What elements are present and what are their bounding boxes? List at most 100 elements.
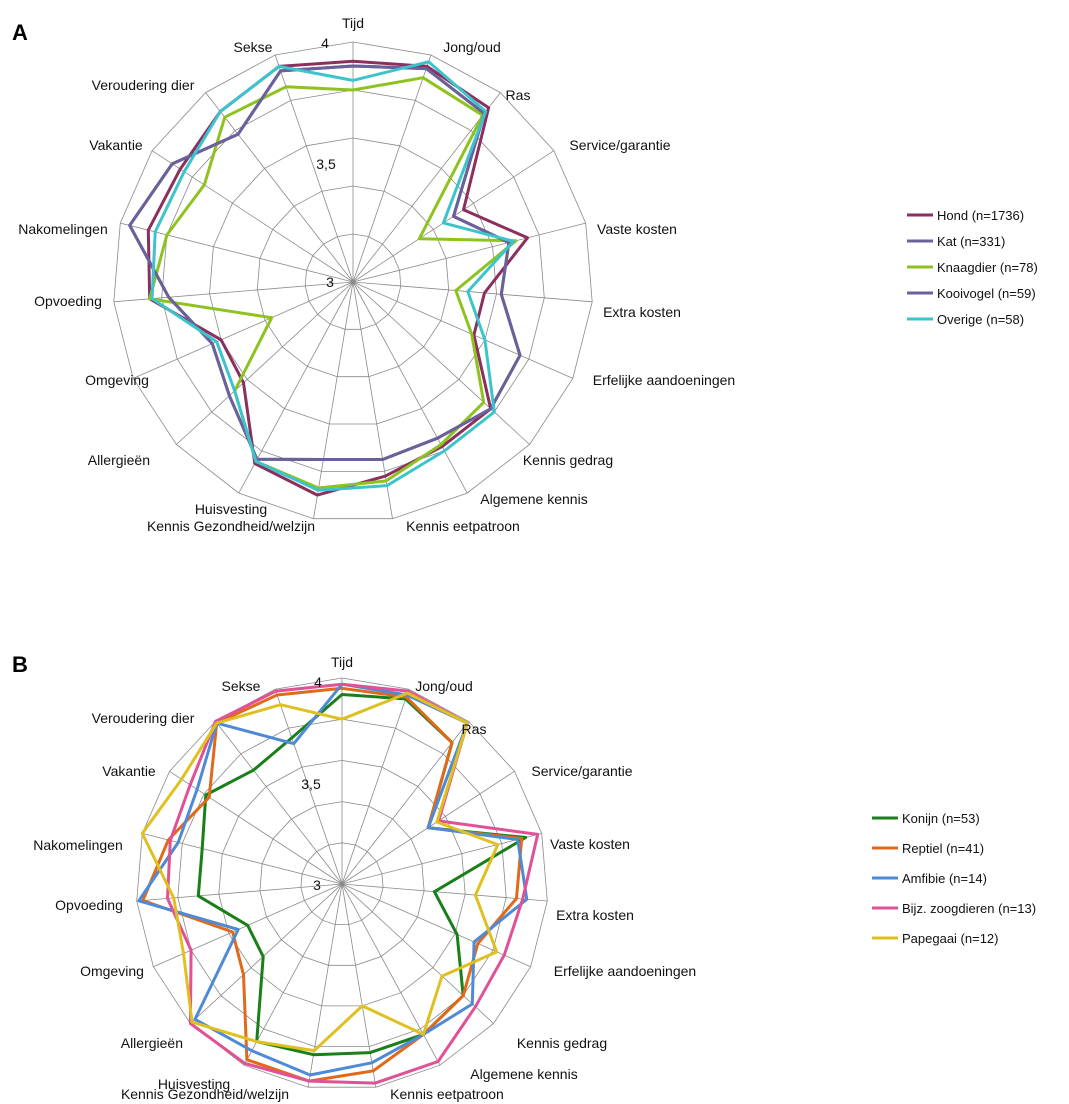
grid-spoke	[341, 883, 531, 968]
panel-letter: B	[12, 652, 28, 677]
grid-spoke	[133, 281, 354, 379]
series-line-konijn-n-53	[196, 693, 528, 1057]
axis-label-vakantie: Vakantie	[89, 137, 143, 153]
axis-label-nakomelingen: Nakomelingen	[33, 837, 123, 853]
grid-spoke	[352, 281, 593, 303]
axis-label-algemene-kennis: Algemene kennis	[470, 1066, 577, 1082]
grid-ring	[161, 89, 545, 472]
grid-spoke	[341, 883, 441, 1066]
grid-spoke	[142, 833, 343, 885]
axis-label-opvoeding: Opvoeding	[34, 293, 102, 309]
grid-ring	[209, 137, 497, 425]
axis-label-extra-kosten: Extra kosten	[603, 304, 681, 320]
grid-spoke	[352, 222, 586, 283]
legend-label: Reptiel (n=41)	[902, 841, 984, 856]
axis-label-vakantie: Vakantie	[102, 763, 156, 779]
series-line-amfibie-n-14	[137, 682, 529, 1077]
legend-label: Kat (n=331)	[937, 234, 1005, 249]
grid-spoke	[352, 281, 393, 519]
grid-spoke	[341, 721, 469, 885]
grid-ring	[113, 41, 593, 520]
grid-spoke	[120, 222, 354, 283]
axis-label-jong-oud: Jong/oud	[443, 39, 501, 55]
axis-label-ras: Ras	[506, 87, 531, 103]
tick-label: 3,5	[301, 776, 321, 792]
axis-label-extra-kosten: Extra kosten	[556, 907, 634, 923]
axis-label-allergieen: Allergieën	[121, 1035, 183, 1051]
axis-label-algemene-kennis: Algemene kennis	[480, 491, 587, 507]
grid-spoke	[341, 883, 548, 902]
grid-spoke	[243, 883, 343, 1066]
axis-label-omgeving: Omgeving	[85, 372, 149, 388]
grid-spoke	[352, 54, 432, 283]
tick-label: 3	[313, 877, 321, 893]
axis-label-service-garantie: Service/garantie	[569, 137, 670, 153]
series-line-papegaai-n-12	[140, 691, 500, 1053]
legend-label: Bijz. zoogdieren (n=13)	[902, 901, 1036, 916]
grid-spoke	[205, 92, 354, 283]
grid-spoke	[352, 281, 468, 494]
grid-spoke	[176, 281, 354, 445]
legend-label: Hond (n=1736)	[937, 208, 1024, 223]
axis-label-kennis-gedrag: Kennis gedrag	[523, 452, 613, 468]
tick-label: 3,5	[316, 156, 336, 172]
tick-label: 4	[321, 35, 329, 51]
series-line-knaagdier-n-78	[148, 76, 518, 490]
grid-ring	[300, 842, 384, 925]
axis-label-tijd: Tijd	[331, 654, 353, 670]
grid-spoke	[341, 883, 377, 1088]
axis-label-kennis-gedrag: Kennis gedrag	[517, 1035, 607, 1051]
legend-label: Knaagdier (n=78)	[937, 260, 1038, 275]
grid-ring	[136, 677, 548, 1088]
axis-label-ras: Ras	[462, 721, 487, 737]
axis-label-vaste-kosten: Vaste kosten	[550, 836, 630, 852]
grid-spoke	[274, 54, 354, 283]
grid-spoke	[352, 281, 573, 379]
axis-label-erfelijke-aandoeningen: Erfelijke aandoeningen	[593, 372, 735, 388]
axis-label-omgeving: Omgeving	[80, 963, 144, 979]
panel-letter: A	[12, 20, 28, 45]
tick-label: 4	[314, 674, 322, 690]
grid-spoke	[274, 689, 343, 885]
grid-spoke	[341, 833, 542, 885]
grid-spoke	[136, 883, 343, 902]
legend-label: Papegaai (n=12)	[902, 931, 999, 946]
grid-spoke	[215, 721, 343, 885]
axis-label-kennis-eetpatroon: Kennis eetpatroon	[406, 518, 520, 534]
axis-label-opvoeding: Opvoeding	[55, 897, 123, 913]
legend-label: Overige (n=58)	[937, 312, 1024, 327]
axis-label-veroudering-dier: Veroudering dier	[92, 77, 195, 93]
axis-label-huisvesting: Huisvesting	[158, 1076, 230, 1092]
legend-label: Konijn (n=53)	[902, 811, 980, 826]
grid-ring	[177, 718, 507, 1047]
grid-ring	[256, 185, 450, 378]
axis-label-erfelijke-aandoeningen: Erfelijke aandoeningen	[554, 963, 696, 979]
series-line-kooivogel-n-59	[128, 64, 522, 461]
grid-spoke	[352, 92, 501, 283]
axis-label-kennis-gezondheid-welzijn: Kennis Gezondheid/welzijn	[147, 518, 315, 534]
grid-ring	[304, 233, 402, 330]
tick-label: 3	[326, 274, 334, 290]
axis-label-sekse: Sekse	[234, 39, 273, 55]
radar-panel-a: A 3 3,5 4 Tijd Jong/oud Ras Service/garantie Vas…	[12, 15, 1038, 534]
axis-label-veroudering-dier: Veroudering dier	[92, 710, 195, 726]
grid-spoke	[341, 883, 494, 1024]
legend-label: Amfibie (n=14)	[902, 871, 987, 886]
legend-label: Kooivogel (n=59)	[937, 286, 1036, 301]
grid-spoke	[352, 281, 530, 445]
axis-label-huisvesting: Huisvesting	[195, 501, 267, 517]
axis-label-vaste-kosten: Vaste kosten	[597, 221, 677, 237]
axis-label-service-garantie: Service/garantie	[531, 763, 632, 779]
grid-spoke	[307, 883, 343, 1088]
axis-label-kennis-eetpatroon: Kennis eetpatroon	[390, 1086, 504, 1102]
axis-label-allergieen: Allergieën	[88, 452, 150, 468]
axis-label-sekse: Sekse	[222, 678, 261, 694]
axis-label-nakomelingen: Nakomelingen	[18, 221, 108, 237]
axis-label-tijd: Tijd	[342, 15, 364, 31]
axis-label-jong-oud: Jong/oud	[415, 678, 473, 694]
series-line-bijz-zoogdieren-n-13	[166, 682, 540, 1085]
grid-spoke	[341, 689, 410, 885]
grid-spoke	[190, 883, 343, 1024]
radar-panel-b: B 3 3,5 4 Tijd Jong/oud Ras Service/garantie Vas…	[12, 652, 1036, 1102]
